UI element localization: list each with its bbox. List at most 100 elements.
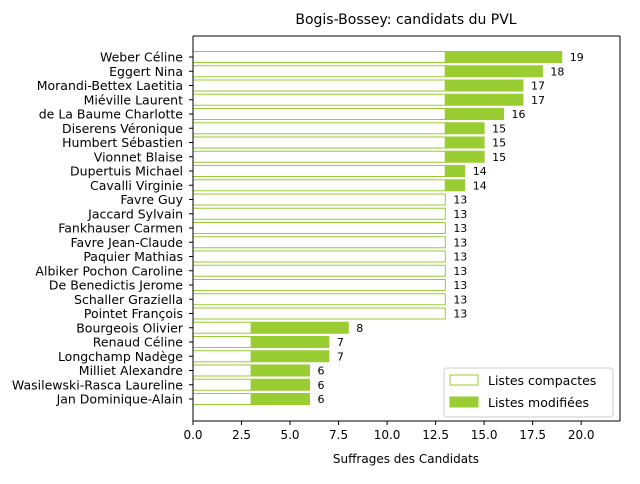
category-label: Eggert Nina: [109, 64, 183, 79]
bar-modifiees: [250, 378, 310, 391]
category-label: Milliet Alexandre: [79, 363, 184, 378]
category-label: Pointet François: [84, 306, 183, 321]
category-label: Favre Guy: [120, 192, 183, 207]
legend-swatch-modifiees: [449, 396, 479, 408]
x-tick-label: 15.0: [471, 428, 498, 442]
x-tick-label: 10.0: [374, 428, 401, 442]
value-label: 7: [337, 350, 344, 363]
value-label: 6: [317, 379, 324, 392]
value-label: 6: [317, 393, 324, 406]
value-label: 7: [337, 336, 344, 349]
bar-modifiees: [250, 336, 330, 348]
value-label: 13: [453, 308, 467, 321]
x-tick-label: 5.0: [280, 428, 299, 442]
value-label: 13: [453, 251, 467, 264]
category-label: Cavalli Virginie: [90, 178, 183, 193]
category-label: Jaccard Sylvain: [87, 206, 183, 221]
bar-compactes: [192, 79, 446, 92]
bar-modifiees: [444, 165, 466, 177]
x-axis-label: Suffrages des Candidats: [333, 452, 479, 466]
bar-modifiees: [250, 364, 310, 377]
bar-compactes: [192, 293, 446, 306]
category-label: Longchamp Nadège: [58, 349, 183, 364]
bar-compactes: [192, 122, 446, 135]
bar-compactes: [192, 179, 446, 192]
bar-compactes: [192, 250, 446, 263]
value-label: 15: [492, 151, 506, 164]
category-label: Fankhauser Carmen: [58, 221, 183, 236]
value-label: 13: [453, 236, 467, 249]
bar-modifiees: [444, 122, 485, 135]
value-labels: 1918171716151515141413131313131313131387…: [317, 51, 583, 406]
category-label: Jan Dominique-Alain: [56, 392, 183, 407]
x-tick-label: 7.5: [329, 428, 348, 442]
bar-compactes: [192, 307, 446, 320]
bar-compactes: [192, 321, 252, 334]
value-label: 8: [356, 322, 363, 335]
category-label: Renaud Céline: [93, 335, 184, 350]
bar-compactes: [192, 150, 446, 163]
value-label: 17: [531, 94, 545, 107]
x-tick-label: 20.0: [568, 428, 595, 442]
axes: 0.0 2.5 5.0 7.5 10.0 12.5 15.0 17.5 20.0: [183, 35, 621, 442]
category-label: De Benedictis Jerome: [49, 278, 183, 293]
category-label: Albiker Pochon Caroline: [35, 263, 183, 278]
value-label: 13: [453, 293, 467, 306]
category-label: Miéville Laurent: [84, 92, 183, 107]
bar-compactes: [192, 165, 446, 177]
bar-compactes: [192, 193, 446, 206]
bar-compactes: [192, 136, 446, 149]
value-label: 18: [550, 65, 564, 78]
bar-compactes: [192, 336, 252, 348]
bar-modifiees: [250, 393, 310, 405]
value-label: 13: [453, 194, 467, 207]
bar-compactes: [192, 207, 446, 220]
value-label: 17: [531, 80, 545, 93]
bar-compactes: [192, 222, 446, 234]
category-label: Vionnet Blaise: [94, 149, 184, 164]
legend-frame: [443, 367, 614, 418]
value-label: 6: [317, 365, 324, 378]
category-label: de La Baume Charlotte: [39, 107, 184, 122]
value-label: 15: [492, 137, 506, 150]
value-label: 16: [512, 108, 526, 121]
category-label: Favre Jean-Claude: [70, 235, 183, 250]
legend-swatch-compactes: [449, 374, 479, 386]
bar-compactes: [192, 65, 446, 78]
category-label: Weber Céline: [100, 50, 183, 65]
bar-compactes: [192, 364, 252, 377]
bar-compactes: [192, 279, 446, 291]
category-label: Diserens Véronique: [62, 121, 183, 136]
category-label: Wasilewski-Rasca Laureline: [12, 377, 183, 392]
legend-label-modifiees: Listes modifiées: [488, 395, 589, 410]
bar-compactes: [192, 393, 252, 405]
bar-modifiees: [444, 79, 524, 92]
value-label: 15: [492, 122, 506, 135]
value-label: 13: [453, 208, 467, 221]
x-tick-label: 0.0: [183, 428, 202, 442]
category-label: Schaller Graziella: [74, 292, 183, 307]
category-label: Dupertuis Michael: [70, 164, 183, 179]
bar-modifiees: [444, 136, 485, 149]
value-label: 13: [453, 265, 467, 278]
bar-compactes: [192, 236, 446, 249]
bar-modifiees: [444, 108, 505, 120]
bar-compactes: [192, 93, 446, 106]
category-label: Paquier Mathias: [83, 249, 183, 264]
category-label: Bourgeois Olivier: [76, 320, 184, 335]
bar-modifiees: [444, 65, 543, 78]
bar-compactes: [192, 350, 252, 363]
chart-title: Bogis-Bossey: candidats du PVL: [295, 12, 516, 28]
value-label: 14: [473, 179, 487, 192]
value-label: 14: [473, 165, 487, 178]
bar-modifiees: [444, 150, 485, 163]
bar-compactes: [192, 51, 446, 63]
legend-label-compactes: Listes compactes: [488, 373, 596, 388]
category-label: Humbert Sébastien: [62, 135, 183, 150]
category-label: Morandi-Bettex Laetitia: [37, 78, 183, 93]
value-label: 19: [570, 51, 584, 64]
x-tick-label: 2.5: [232, 428, 251, 442]
